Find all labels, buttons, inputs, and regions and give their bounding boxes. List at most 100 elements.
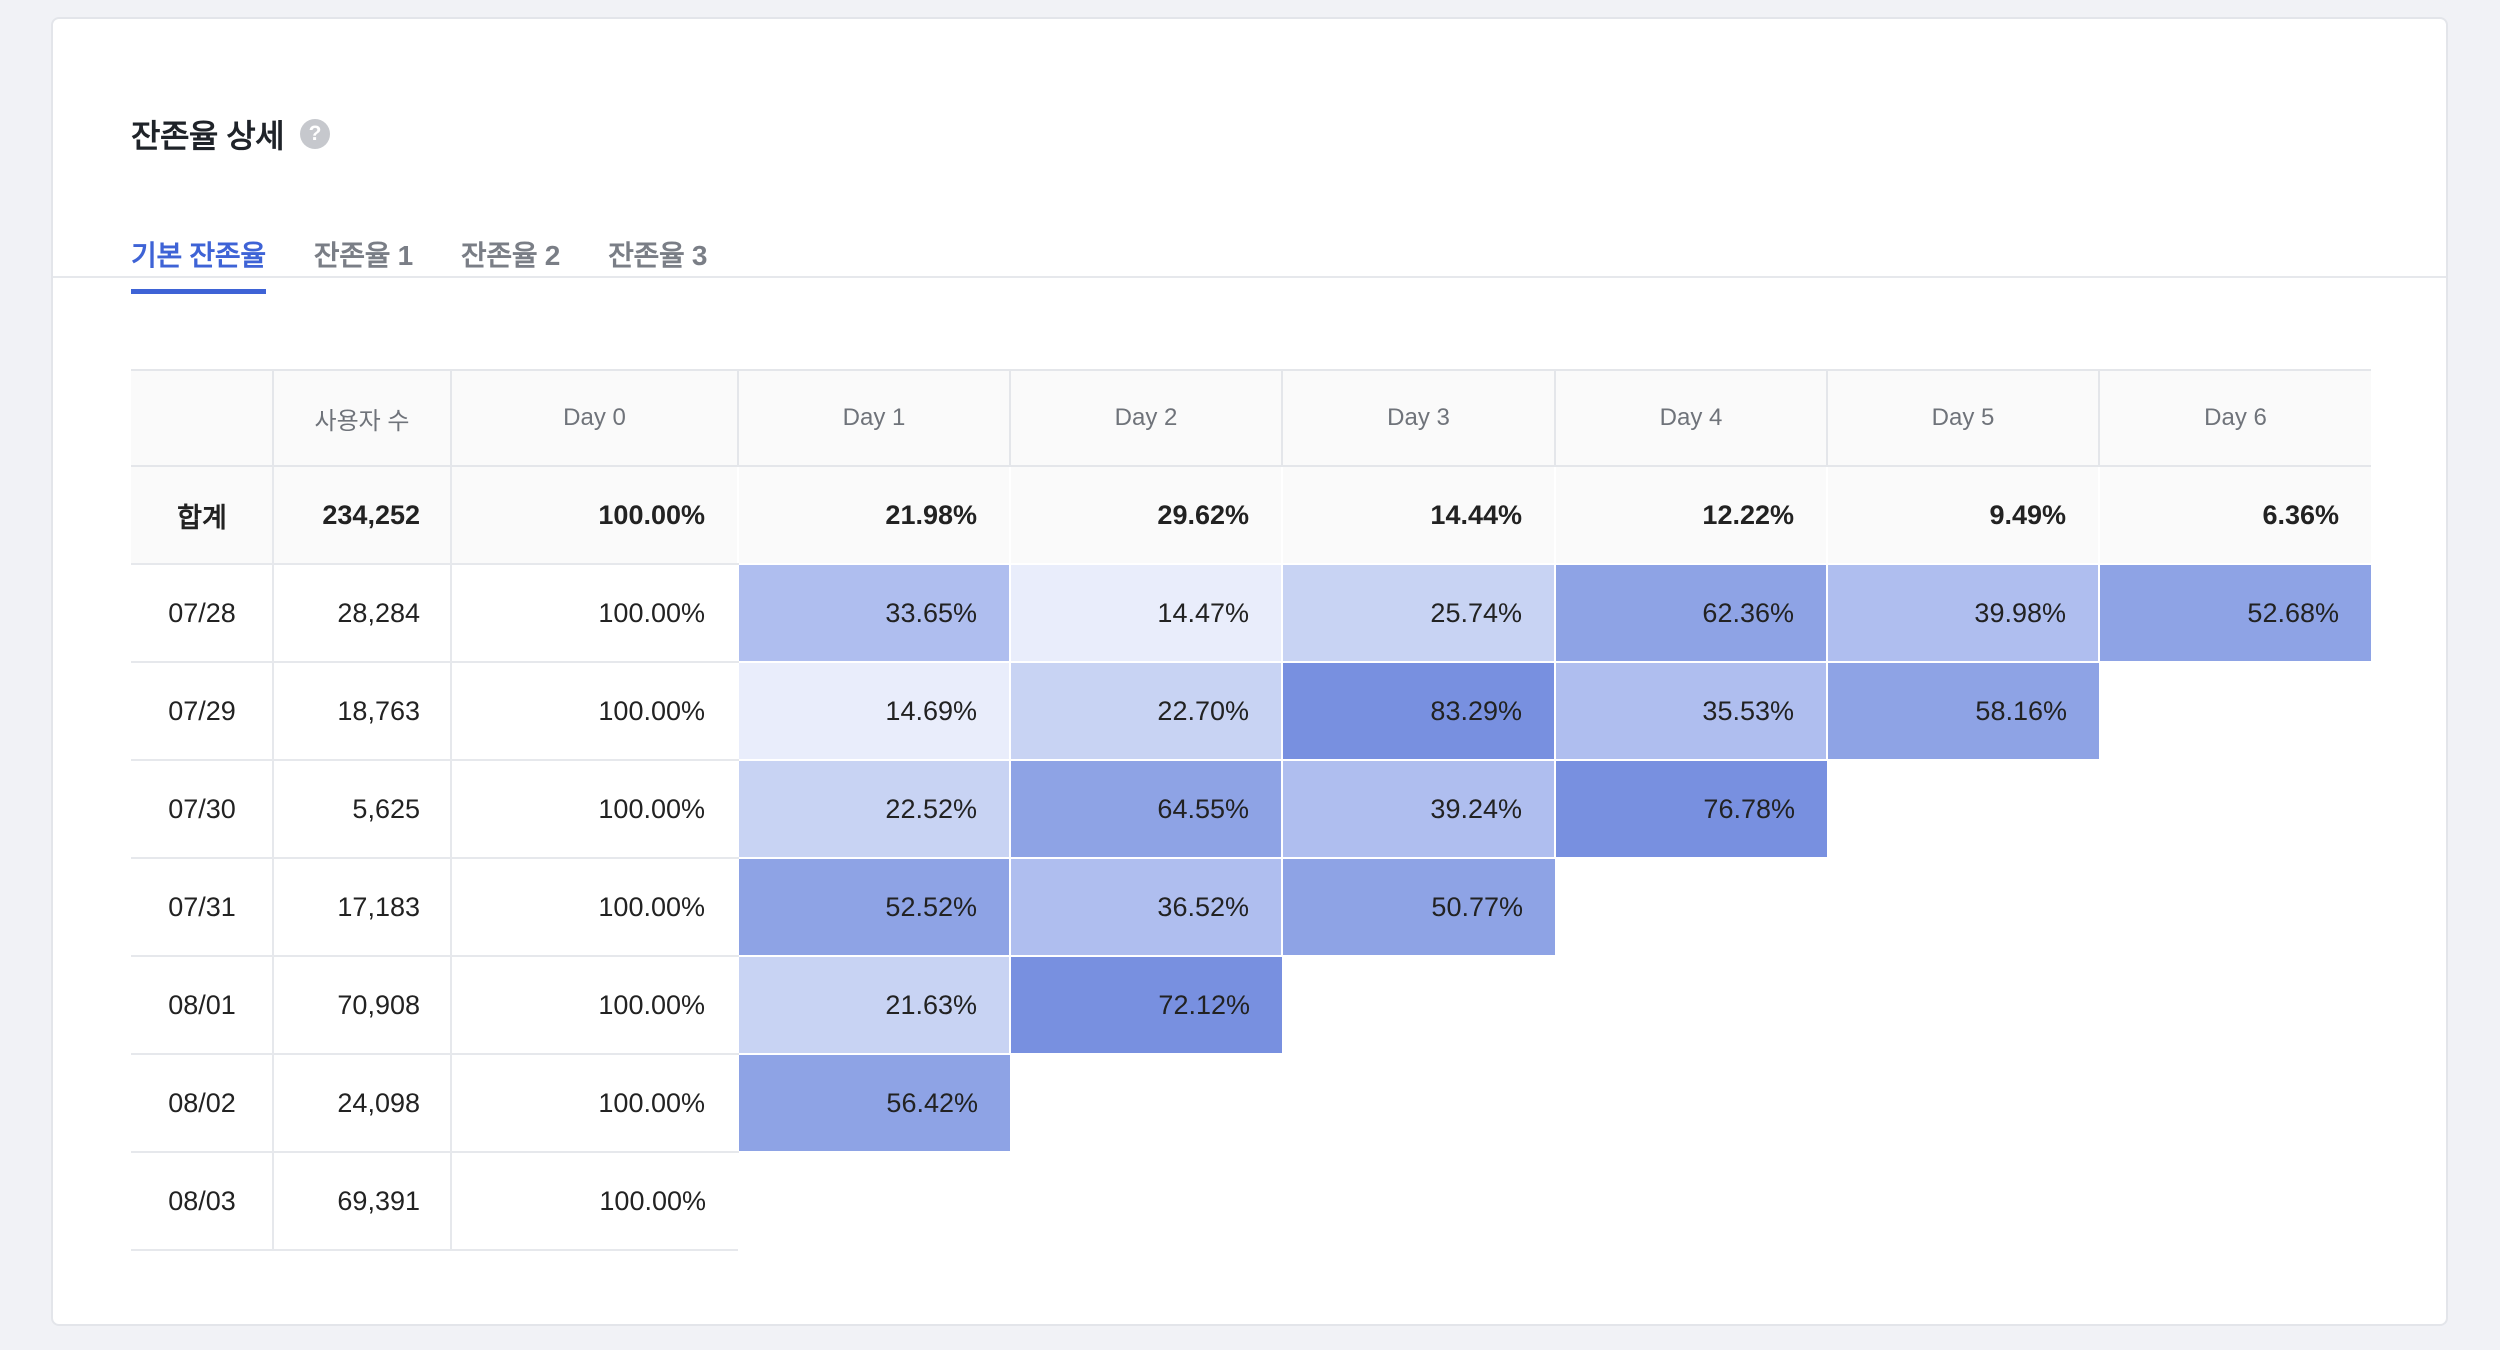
retention-cell-day-5: 58.16% — [1826, 662, 2099, 761]
empty-cell — [1282, 1054, 1555, 1152]
retention-cell-day-1: 22.52% — [737, 760, 1010, 859]
retention-cell-day-1: 14.69% — [737, 662, 1010, 761]
empty-cell — [2099, 1152, 2371, 1250]
retention-cell-day-2: 72.12% — [1009, 956, 1282, 1055]
retention-detail-card: 잔존율 상세 ? 기본 잔존율 잔존율 1 잔존율 2 잔존율 3 사용자 수 … — [51, 17, 2448, 1326]
column-header-day-1: Day 1 — [737, 369, 1010, 467]
total-day-6-cell: 6.36% — [2098, 466, 2371, 565]
total-day-4-cell: 12.22% — [1554, 466, 1827, 565]
table-row: 07/28 28,284 100.00% 33.65% 14.47% 25.74% 62.3… — [131, 564, 2371, 663]
table-row: 08/02 24,098 100.00% 56.42% — [131, 1054, 2371, 1153]
retention-cell-day-5: 39.98% — [1826, 564, 2099, 663]
empty-cell — [1282, 956, 1555, 1054]
retention-cell-day-3: 50.77% — [1281, 858, 1555, 957]
empty-cell — [2099, 662, 2371, 760]
table-row: 08/01 70,908 100.00% 21.63% 72.12% — [131, 956, 2371, 1055]
total-day-1-cell: 21.98% — [737, 466, 1010, 565]
empty-cell — [1555, 956, 1827, 1054]
retention-cell-day-6: 52.68% — [2098, 564, 2371, 663]
empty-cell — [1827, 858, 2099, 956]
cohort-users: 24,098 — [272, 1054, 451, 1153]
empty-cell — [1010, 1054, 1282, 1152]
retention-cell-day-1: 21.63% — [737, 956, 1010, 1055]
tab-bar: 기본 잔존율 잔존율 1 잔존율 2 잔존율 3 — [131, 214, 708, 294]
total-users: 234,252 — [272, 466, 451, 565]
empty-cell — [738, 1152, 1010, 1250]
cohort-date: 08/01 — [131, 956, 273, 1055]
cohort-users: 17,183 — [272, 858, 451, 957]
table-row: 08/03 69,391 100.00% — [131, 1152, 2371, 1251]
cohort-date: 07/29 — [131, 662, 273, 761]
retention-cell-day-0: 100.00% — [450, 1054, 738, 1153]
tab-basic-retention[interactable]: 기본 잔존율 — [131, 214, 266, 294]
column-header-day-3: Day 3 — [1281, 369, 1555, 467]
cohort-date: 07/28 — [131, 564, 273, 663]
table-row: 07/30 5,625 100.00% 22.52% 64.55% 39.24% 76.78… — [131, 760, 2371, 859]
tabs-divider — [53, 276, 2446, 278]
empty-cell — [2099, 1054, 2371, 1152]
cohort-date: 08/02 — [131, 1054, 273, 1153]
cohort-date: 08/03 — [131, 1152, 273, 1251]
total-day-3-cell: 14.44% — [1281, 466, 1555, 565]
retention-cell-day-3: 25.74% — [1281, 564, 1555, 663]
tab-retention-2[interactable]: 잔존율 2 — [460, 240, 561, 271]
retention-cell-day-0: 100.00% — [450, 1152, 738, 1251]
retention-cohort-table: 사용자 수 Day 0 Day 1 Day 2 Day 3 Day 4 Day … — [131, 369, 2371, 1251]
retention-cell-day-2: 64.55% — [1009, 760, 1282, 859]
cohort-date: 07/30 — [131, 760, 273, 859]
retention-cell-day-2: 14.47% — [1009, 564, 1282, 663]
cohort-users: 5,625 — [272, 760, 451, 859]
retention-cell-day-0: 100.00% — [450, 564, 738, 663]
retention-cell-day-2: 36.52% — [1009, 858, 1282, 957]
cohort-date: 07/31 — [131, 858, 273, 957]
cohort-users: 18,763 — [272, 662, 451, 761]
empty-cell — [1827, 1152, 2099, 1250]
total-row: 합계 234,252 100.00% 21.98% 29.62% 14.44% 12.22%… — [131, 466, 2371, 565]
retention-cell-day-0: 100.00% — [450, 858, 738, 957]
retention-cell-day-4: 76.78% — [1554, 760, 1827, 859]
help-icon[interactable]: ? — [300, 119, 331, 149]
total-label: 합계 — [131, 466, 273, 565]
column-header-day-2: Day 2 — [1009, 369, 1282, 467]
retention-cell-day-0: 100.00% — [450, 760, 738, 859]
retention-cell-day-0: 100.00% — [450, 956, 738, 1055]
empty-cell — [2099, 956, 2371, 1054]
retention-cell-day-1: 52.52% — [737, 858, 1010, 957]
column-header-day-4: Day 4 — [1554, 369, 1827, 467]
total-day-5-cell: 9.49% — [1826, 466, 2099, 565]
retention-cell-day-4: 35.53% — [1554, 662, 1827, 761]
cohort-users: 69,391 — [272, 1152, 451, 1251]
empty-cell — [2099, 858, 2371, 956]
empty-cell — [1827, 956, 2099, 1054]
empty-cell — [1282, 1152, 1555, 1250]
retention-cell-day-3: 39.24% — [1281, 760, 1555, 859]
empty-cell — [1555, 1152, 1827, 1250]
table-row: 07/29 18,763 100.00% 14.69% 22.70% 83.29% 35.5… — [131, 662, 2371, 761]
empty-cell — [1010, 1152, 1282, 1250]
empty-cell — [1827, 1054, 2099, 1152]
retention-cell-day-1: 33.65% — [737, 564, 1010, 663]
retention-cell-day-2: 22.70% — [1009, 662, 1282, 761]
table-header-row: 사용자 수 Day 0 Day 1 Day 2 Day 3 Day 4 Day … — [131, 369, 2371, 467]
retention-cell-day-0: 100.00% — [450, 662, 738, 761]
retention-cell-day-1: 56.42% — [737, 1054, 1010, 1153]
empty-cell — [1827, 760, 2099, 858]
tab-retention-3[interactable]: 잔존율 3 — [608, 240, 708, 271]
title-row: 잔존율 상세 ? — [131, 111, 331, 157]
retention-cell-day-4: 62.36% — [1554, 564, 1827, 663]
empty-cell — [1555, 1054, 1827, 1152]
total-day-2-cell: 29.62% — [1009, 466, 1282, 565]
column-header-users: 사용자 수 — [272, 369, 451, 467]
column-header-day-6: Day 6 — [2098, 369, 2371, 467]
empty-cell — [2099, 760, 2371, 858]
column-header-blank — [131, 369, 273, 467]
total-day-0-cell: 100.00% — [450, 466, 738, 565]
cohort-users: 28,284 — [272, 564, 451, 663]
cohort-users: 70,908 — [272, 956, 451, 1055]
page-title: 잔존율 상세 — [131, 118, 285, 154]
tab-retention-1[interactable]: 잔존율 1 — [313, 240, 413, 271]
retention-cell-day-3: 83.29% — [1281, 662, 1555, 761]
empty-cell — [1555, 858, 1827, 956]
column-header-day-0: Day 0 — [450, 369, 738, 467]
column-header-day-5: Day 5 — [1826, 369, 2099, 467]
